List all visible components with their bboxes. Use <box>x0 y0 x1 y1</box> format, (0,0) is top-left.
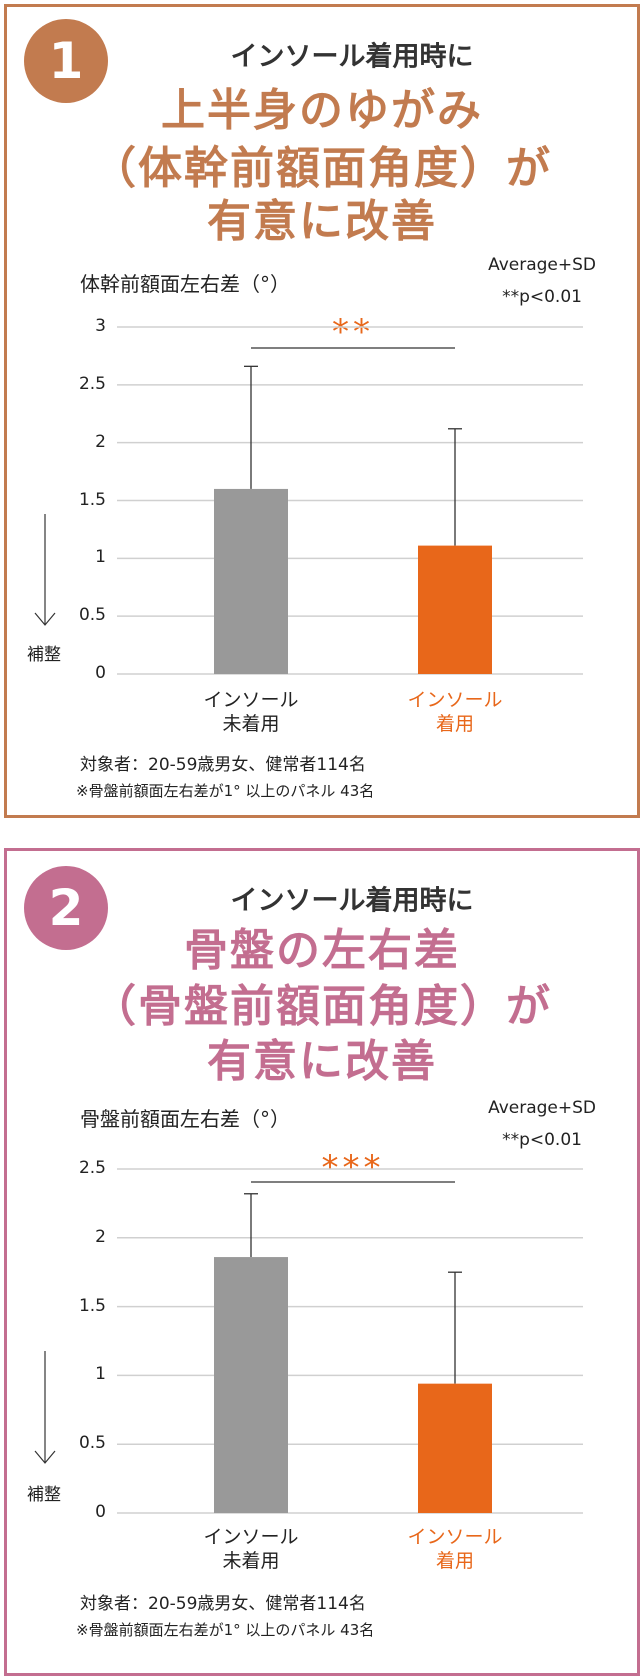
x-axis-label: インソール 着用 <box>407 688 502 736</box>
x-label-line: 着用 <box>435 713 475 735</box>
chart-legend: Average+SD **p<0.01 <box>488 1092 596 1156</box>
y-tick-label: 2.5 <box>78 1158 106 1178</box>
y-tick-label: 2 <box>95 431 106 452</box>
down-arrow-head-icon <box>34 1450 56 1464</box>
chart-legend: Average+SD **p<0.01 <box>488 249 596 313</box>
y-tick-label: 0 <box>95 1502 106 1522</box>
y-tick-label: 0 <box>95 663 106 683</box>
y-tick-label: 1 <box>95 547 106 568</box>
bar-insole-worn <box>418 1383 492 1513</box>
legend-line: **p<0.01 <box>502 1130 582 1150</box>
x-label-line: インソール <box>203 689 299 711</box>
significance-stars: *** <box>321 1148 385 1188</box>
x-axis-label: インソール 着用 <box>407 1525 502 1573</box>
y-tick-label: 3 <box>95 316 106 336</box>
number-badge: 2 <box>24 866 108 950</box>
bar-insole-worn <box>418 545 492 674</box>
x-label-line: インソール <box>407 1526 503 1548</box>
x-label-line: 未着用 <box>222 1550 280 1572</box>
y-tick-label: 1.5 <box>78 489 106 510</box>
panel-pelvis <box>4 848 640 1676</box>
headline-line: （体幹前額面角度）が <box>92 143 552 194</box>
footnote-panel: ※骨盤前額面左右差が1° 以上のパネル 43名 <box>76 782 375 800</box>
y-tick-label: 1 <box>95 1364 106 1385</box>
headline-line: （骨盤前額面角度）が <box>92 981 552 1032</box>
headline-line: 骨盤の左右差 <box>184 925 460 976</box>
subtitle: インソール着用時に <box>230 41 474 73</box>
bar-insole-not-worn <box>214 1257 288 1513</box>
bar-insole-not-worn <box>214 488 288 674</box>
direction-label: 補整 <box>27 1485 61 1505</box>
subtitle: インソール着用時に <box>230 885 474 917</box>
legend-line: Average+SD <box>488 255 596 275</box>
panel-trunk <box>4 4 640 818</box>
headline-line: 上半身のゆがみ <box>161 85 483 136</box>
legend-line: Average+SD <box>488 1098 596 1118</box>
headline-line: 有意に改善 <box>207 1036 437 1087</box>
legend-line: **p<0.01 <box>502 287 582 307</box>
number-badge: 1 <box>24 19 108 103</box>
x-label-line: 未着用 <box>222 713 280 735</box>
headline-line: 有意に改善 <box>207 196 437 247</box>
chart-title: 体幹前額面左右差（°） <box>80 272 290 296</box>
footnote-panel: ※骨盤前額面左右差が1° 以上のパネル 43名 <box>76 1621 375 1639</box>
x-label-line: インソール <box>203 1526 299 1548</box>
footnote-subjects: 対象者：20-59歳男女、健常者114名 <box>80 755 366 775</box>
x-label-line: インソール <box>407 689 503 711</box>
footnote-subjects: 対象者：20-59歳男女、健常者114名 <box>80 1594 366 1614</box>
chart-title: 骨盤前額面左右差（°） <box>80 1107 290 1131</box>
y-tick-label: 2.5 <box>78 373 106 394</box>
x-axis-label: インソール 未着用 <box>203 688 298 736</box>
x-label-line: 着用 <box>435 1550 475 1572</box>
significance-stars: ** <box>332 312 374 352</box>
direction-label: 補整 <box>27 645 61 665</box>
y-tick-label: 0.5 <box>78 1433 106 1454</box>
y-tick-label: 2 <box>95 1226 106 1247</box>
down-arrow-head-icon <box>34 612 56 626</box>
x-axis-label: インソール 未着用 <box>203 1525 298 1573</box>
y-tick-label: 0.5 <box>78 605 106 626</box>
y-tick-label: 1.5 <box>78 1295 106 1316</box>
